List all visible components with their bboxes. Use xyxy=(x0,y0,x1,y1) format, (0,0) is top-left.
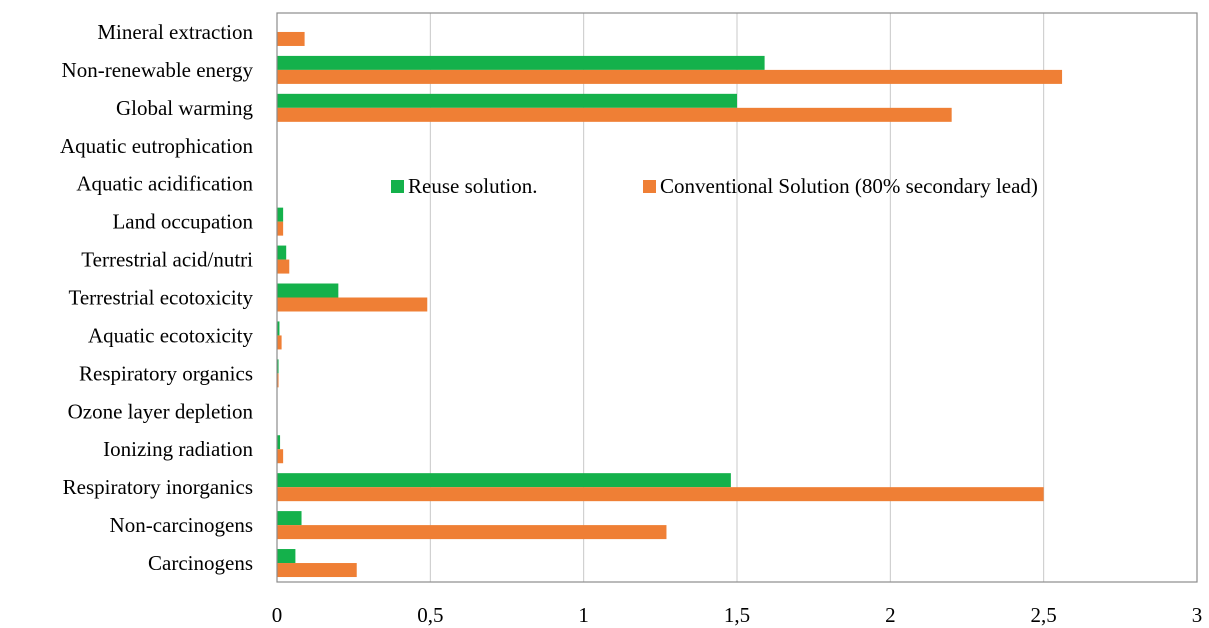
bar-conventional xyxy=(277,259,290,274)
category-label: Aquatic eutrophication xyxy=(60,134,254,158)
bar-conventional xyxy=(277,297,428,312)
x-tick-label: 0 xyxy=(272,603,283,627)
bar-reuse xyxy=(277,207,284,222)
x-tick-label: 3 xyxy=(1192,603,1203,627)
bar-reuse xyxy=(277,435,281,450)
bar-conventional xyxy=(277,221,284,236)
bar-conventional xyxy=(277,31,305,46)
legend-label: Reuse solution. xyxy=(408,174,538,198)
legend-label: Conventional Solution (80% secondary lea… xyxy=(660,174,1038,198)
category-label: Land occupation xyxy=(112,210,253,234)
bar-reuse xyxy=(277,359,279,374)
legend: Reuse solution. Conventional Solution (80… xyxy=(391,174,1038,198)
bar-reuse xyxy=(277,321,280,336)
bar-reuse xyxy=(277,93,737,108)
bar-conventional xyxy=(277,525,667,540)
legend-swatch xyxy=(391,180,404,193)
bar-reuse xyxy=(277,549,296,564)
plot-frame xyxy=(276,12,1198,583)
bar-reuse xyxy=(277,245,287,260)
category-label: Respiratory organics xyxy=(79,361,253,385)
bar-conventional xyxy=(277,563,357,578)
category-label: Mineral extraction xyxy=(97,20,253,44)
category-label: Non-carcinogens xyxy=(110,513,253,537)
bar-conventional xyxy=(277,69,1063,84)
category-label: Ozone layer depletion xyxy=(68,399,254,423)
category-label: Respiratory inorganics xyxy=(63,475,253,499)
bar-reuse xyxy=(277,511,302,526)
bar-reuse xyxy=(277,283,339,298)
bar-conventional xyxy=(277,449,284,464)
category-label: Global warming xyxy=(116,96,254,120)
bar-conventional xyxy=(277,373,279,388)
category-label: Terrestrial acid/nutri xyxy=(81,248,253,272)
legend-swatch xyxy=(643,180,656,193)
x-tick-label: 2,5 xyxy=(1031,603,1057,627)
bar-reuse xyxy=(277,55,765,70)
bar-conventional xyxy=(277,107,952,122)
bar-conventional xyxy=(277,335,282,350)
bars xyxy=(277,31,1063,578)
category-label: Aquatic acidification xyxy=(76,172,253,196)
bar-conventional xyxy=(277,487,1044,502)
bar-reuse xyxy=(277,473,731,488)
category-label: Carcinogens xyxy=(148,551,253,575)
x-tick-label: 2 xyxy=(885,603,896,627)
category-label: Ionizing radiation xyxy=(103,437,253,461)
x-tick-label: 1 xyxy=(578,603,589,627)
category-label: Aquatic ecotoxicity xyxy=(88,323,254,347)
category-label: Non-renewable energy xyxy=(62,58,254,82)
x-tick-labels: 0 0,5 1 1,5 2 2,5 3 xyxy=(272,603,1203,627)
category-label: Terrestrial ecotoxicity xyxy=(68,286,253,310)
x-tick-label: 0,5 xyxy=(417,603,443,627)
x-tick-label: 1,5 xyxy=(724,603,750,627)
category-labels: Carcinogens Non-carcinogens Respiratory in… xyxy=(60,20,254,575)
